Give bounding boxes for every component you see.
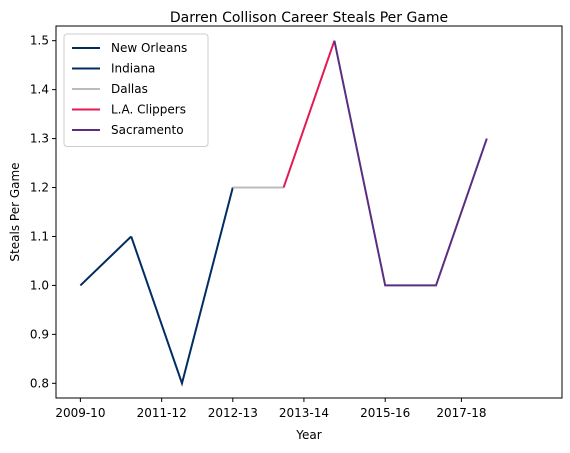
x-axis: 2009-10 2011-12 2012-13 2013-14 2015-16 2017-… bbox=[55, 398, 486, 420]
series-layer bbox=[79, 40, 488, 387]
plot-frame bbox=[55, 25, 563, 399]
x-tick-label: 2015-16 bbox=[360, 406, 410, 420]
y-tick-label: 1.4 bbox=[30, 83, 49, 97]
x-axis-label: Year bbox=[295, 428, 321, 442]
legend: New Orleans Indiana Dallas L.A. Clippers Sac… bbox=[63, 33, 209, 147]
series-line-4 bbox=[282, 40, 336, 188]
y-tick-label: 1.1 bbox=[30, 229, 49, 243]
legend-label: New Orleans bbox=[111, 41, 187, 55]
y-tick-label: 1.0 bbox=[30, 278, 49, 292]
legend-label: Dallas bbox=[111, 82, 148, 96]
legend-label: L.A. Clippers bbox=[111, 103, 186, 117]
series-line-2 bbox=[130, 187, 234, 387]
x-tick-label: 2017-18 bbox=[436, 406, 486, 420]
y-axis-label: Steals Per Game bbox=[8, 162, 22, 261]
y-tick-label: 0.8 bbox=[30, 376, 49, 390]
series-line-5 bbox=[333, 40, 488, 287]
y-axis: 0.8 0.9 1.0 1.1 1.2 1.3 1.4 1.5 bbox=[30, 34, 56, 390]
chart-title: Darren Collison Career Steals Per Game bbox=[170, 10, 448, 26]
y-tick-label: 0.9 bbox=[30, 327, 49, 341]
legend-label: Sacramento bbox=[111, 123, 184, 137]
legend-label: Indiana bbox=[111, 62, 155, 76]
legend-box bbox=[63, 33, 209, 147]
series-line-1 bbox=[79, 235, 132, 287]
x-tick-label: 2012-13 bbox=[208, 406, 258, 420]
y-tick-label: 1.5 bbox=[30, 34, 49, 48]
x-tick-label: 2009-10 bbox=[55, 406, 105, 420]
y-tick-label: 1.2 bbox=[30, 181, 49, 195]
x-tick-label: 2013-14 bbox=[279, 406, 329, 420]
x-tick-label: 2011-12 bbox=[137, 406, 187, 420]
y-tick-label: 1.3 bbox=[30, 132, 49, 146]
